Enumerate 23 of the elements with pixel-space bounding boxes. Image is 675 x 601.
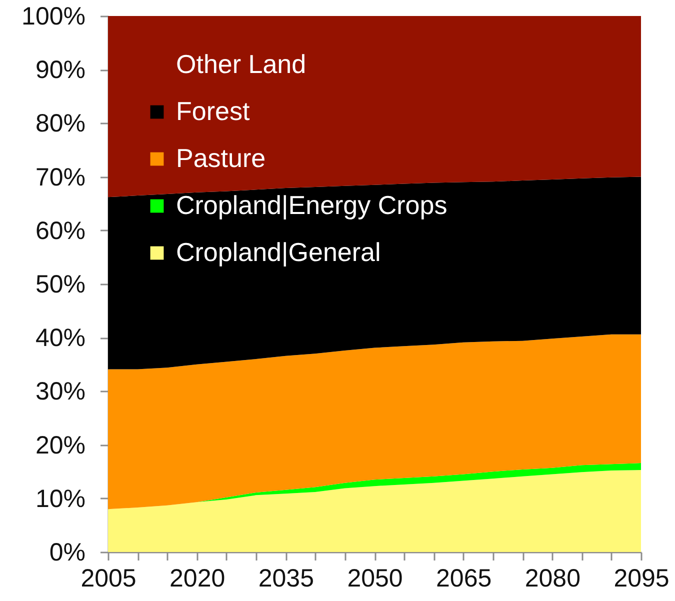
y-tick-label: 80% bbox=[35, 110, 86, 138]
legend-label: Forest bbox=[176, 96, 250, 126]
y-tick-label: 50% bbox=[35, 270, 86, 298]
y-tick-label: 10% bbox=[35, 484, 86, 513]
y-tick-label: 90% bbox=[35, 56, 86, 84]
legend-label: Pasture bbox=[176, 143, 266, 173]
legend-label: Cropland|General bbox=[176, 237, 381, 267]
y-tick-label: 20% bbox=[35, 431, 86, 460]
y-tick-label: 30% bbox=[35, 378, 86, 406]
x-tick-label: 2035 bbox=[258, 564, 314, 592]
y-tick-label: 60% bbox=[35, 216, 86, 245]
y-tick-label: 100% bbox=[22, 2, 86, 30]
y-tick-label: 40% bbox=[35, 324, 86, 352]
x-tick-label: 2050 bbox=[347, 564, 403, 592]
legend-label: Cropland|Energy Crops bbox=[176, 190, 448, 220]
x-tick-label: 2095 bbox=[614, 564, 670, 592]
x-tick-label: 2020 bbox=[170, 564, 226, 592]
x-tick-label: 2005 bbox=[80, 564, 136, 592]
series-label: Other Land bbox=[176, 49, 306, 79]
y-tick-label: 70% bbox=[35, 163, 86, 192]
x-tick-label: 2065 bbox=[436, 564, 492, 592]
y-tick-label: 0% bbox=[49, 538, 86, 566]
x-tick-label: 2080 bbox=[524, 564, 580, 592]
